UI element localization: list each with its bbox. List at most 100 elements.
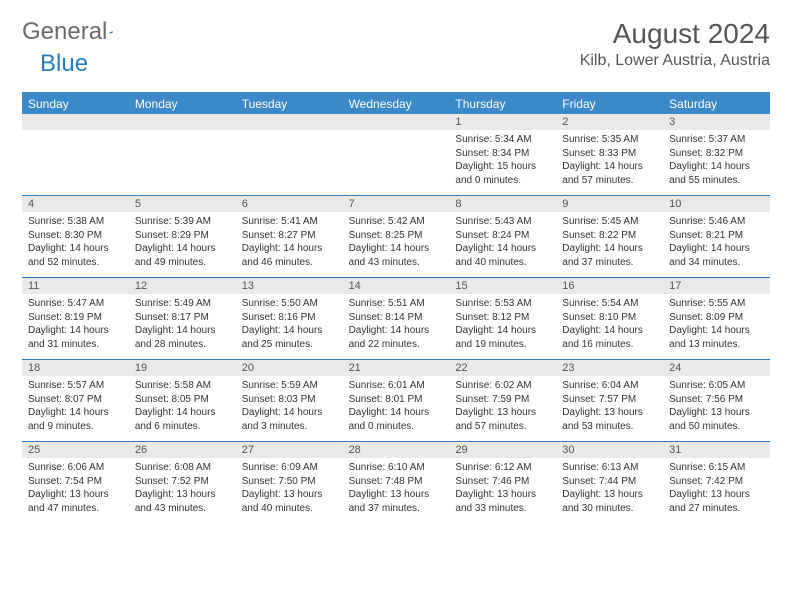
daylight-text: Daylight: 13 hours and 50 minutes. xyxy=(669,406,764,433)
sunset-text: Sunset: 8:22 PM xyxy=(562,229,657,243)
daylight-text: Daylight: 14 hours and 22 minutes. xyxy=(349,324,444,351)
details-16: Sunrise: 5:54 AMSunset: 8:10 PMDaylight:… xyxy=(556,294,663,359)
daylight-text: Daylight: 14 hours and 55 minutes. xyxy=(669,160,764,187)
sunrise-text: Sunrise: 5:42 AM xyxy=(349,215,444,229)
day-header-wednesday: Wednesday xyxy=(343,94,450,114)
daylight-text: Daylight: 14 hours and 28 minutes. xyxy=(135,324,230,351)
sunset-text: Sunset: 8:33 PM xyxy=(562,147,657,161)
daynum-28: 28 xyxy=(343,442,450,458)
daynum-2: 2 xyxy=(556,114,663,130)
logo-part1: General xyxy=(22,18,107,46)
daylight-text: Daylight: 14 hours and 34 minutes. xyxy=(669,242,764,269)
sunrise-text: Sunrise: 5:51 AM xyxy=(349,297,444,311)
sunset-text: Sunset: 8:16 PM xyxy=(242,311,337,325)
sunset-text: Sunset: 8:17 PM xyxy=(135,311,230,325)
details-27: Sunrise: 6:09 AMSunset: 7:50 PMDaylight:… xyxy=(236,458,343,523)
sunset-text: Sunset: 8:09 PM xyxy=(669,311,764,325)
daynum-13: 13 xyxy=(236,278,343,294)
daylight-text: Daylight: 14 hours and 25 minutes. xyxy=(242,324,337,351)
sunset-text: Sunset: 8:03 PM xyxy=(242,393,337,407)
sunset-text: Sunset: 8:05 PM xyxy=(135,393,230,407)
daynum-20: 20 xyxy=(236,360,343,376)
sunrise-text: Sunrise: 6:05 AM xyxy=(669,379,764,393)
details-empty xyxy=(236,130,343,195)
daynum-29: 29 xyxy=(449,442,556,458)
daylight-text: Daylight: 13 hours and 37 minutes. xyxy=(349,488,444,515)
details-3: Sunrise: 5:37 AMSunset: 8:32 PMDaylight:… xyxy=(663,130,770,195)
details-29: Sunrise: 6:12 AMSunset: 7:46 PMDaylight:… xyxy=(449,458,556,523)
sunrise-text: Sunrise: 5:39 AM xyxy=(135,215,230,229)
daylight-text: Daylight: 13 hours and 30 minutes. xyxy=(562,488,657,515)
sunset-text: Sunset: 8:29 PM xyxy=(135,229,230,243)
day-header-row: SundayMondayTuesdayWednesdayThursdayFrid… xyxy=(22,94,770,114)
day-header-monday: Monday xyxy=(129,94,236,114)
details-17: Sunrise: 5:55 AMSunset: 8:09 PMDaylight:… xyxy=(663,294,770,359)
daynum-empty xyxy=(343,114,450,130)
sunrise-text: Sunrise: 5:38 AM xyxy=(28,215,123,229)
daylight-text: Daylight: 13 hours and 40 minutes. xyxy=(242,488,337,515)
day-header-thursday: Thursday xyxy=(449,94,556,114)
week-2-daynum-row: 11121314151617 xyxy=(22,277,770,294)
details-empty xyxy=(129,130,236,195)
details-5: Sunrise: 5:39 AMSunset: 8:29 PMDaylight:… xyxy=(129,212,236,277)
sunrise-text: Sunrise: 5:35 AM xyxy=(562,133,657,147)
logo-triangle-icon xyxy=(109,23,113,41)
sunset-text: Sunset: 7:56 PM xyxy=(669,393,764,407)
details-13: Sunrise: 5:50 AMSunset: 8:16 PMDaylight:… xyxy=(236,294,343,359)
details-25: Sunrise: 6:06 AMSunset: 7:54 PMDaylight:… xyxy=(22,458,129,523)
sunset-text: Sunset: 8:21 PM xyxy=(669,229,764,243)
daynum-21: 21 xyxy=(343,360,450,376)
week-0-details-row: Sunrise: 5:34 AMSunset: 8:34 PMDaylight:… xyxy=(22,130,770,195)
details-19: Sunrise: 5:58 AMSunset: 8:05 PMDaylight:… xyxy=(129,376,236,441)
daylight-text: Daylight: 14 hours and 6 minutes. xyxy=(135,406,230,433)
details-4: Sunrise: 5:38 AMSunset: 8:30 PMDaylight:… xyxy=(22,212,129,277)
daylight-text: Daylight: 13 hours and 57 minutes. xyxy=(455,406,550,433)
daylight-text: Daylight: 15 hours and 0 minutes. xyxy=(455,160,550,187)
title-block: August 2024 Kilb, Lower Austria, Austria xyxy=(580,18,770,70)
week-2-details-row: Sunrise: 5:47 AMSunset: 8:19 PMDaylight:… xyxy=(22,294,770,359)
day-header-sunday: Sunday xyxy=(22,94,129,114)
day-header-saturday: Saturday xyxy=(663,94,770,114)
daynum-17: 17 xyxy=(663,278,770,294)
details-26: Sunrise: 6:08 AMSunset: 7:52 PMDaylight:… xyxy=(129,458,236,523)
sunrise-text: Sunrise: 6:12 AM xyxy=(455,461,550,475)
daylight-text: Daylight: 13 hours and 33 minutes. xyxy=(455,488,550,515)
details-7: Sunrise: 5:42 AMSunset: 8:25 PMDaylight:… xyxy=(343,212,450,277)
sunrise-text: Sunrise: 6:06 AM xyxy=(28,461,123,475)
day-header-tuesday: Tuesday xyxy=(236,94,343,114)
sunrise-text: Sunrise: 6:02 AM xyxy=(455,379,550,393)
sunrise-text: Sunrise: 5:58 AM xyxy=(135,379,230,393)
daylight-text: Daylight: 14 hours and 19 minutes. xyxy=(455,324,550,351)
month-title: August 2024 xyxy=(580,18,770,50)
sunrise-text: Sunrise: 5:41 AM xyxy=(242,215,337,229)
sunset-text: Sunset: 7:42 PM xyxy=(669,475,764,489)
sunrise-text: Sunrise: 5:46 AM xyxy=(669,215,764,229)
details-12: Sunrise: 5:49 AMSunset: 8:17 PMDaylight:… xyxy=(129,294,236,359)
details-2: Sunrise: 5:35 AMSunset: 8:33 PMDaylight:… xyxy=(556,130,663,195)
details-30: Sunrise: 6:13 AMSunset: 7:44 PMDaylight:… xyxy=(556,458,663,523)
details-23: Sunrise: 6:04 AMSunset: 7:57 PMDaylight:… xyxy=(556,376,663,441)
daynum-14: 14 xyxy=(343,278,450,294)
details-14: Sunrise: 5:51 AMSunset: 8:14 PMDaylight:… xyxy=(343,294,450,359)
sunset-text: Sunset: 8:32 PM xyxy=(669,147,764,161)
daylight-text: Daylight: 14 hours and 46 minutes. xyxy=(242,242,337,269)
details-31: Sunrise: 6:15 AMSunset: 7:42 PMDaylight:… xyxy=(663,458,770,523)
week-3-daynum-row: 18192021222324 xyxy=(22,359,770,376)
week-0-daynum-row: 123 xyxy=(22,114,770,130)
sunset-text: Sunset: 7:50 PM xyxy=(242,475,337,489)
daynum-19: 19 xyxy=(129,360,236,376)
daynum-4: 4 xyxy=(22,196,129,212)
daynum-8: 8 xyxy=(449,196,556,212)
sunrise-text: Sunrise: 5:49 AM xyxy=(135,297,230,311)
week-1-daynum-row: 45678910 xyxy=(22,195,770,212)
daynum-31: 31 xyxy=(663,442,770,458)
daynum-27: 27 xyxy=(236,442,343,458)
daynum-22: 22 xyxy=(449,360,556,376)
daynum-empty xyxy=(22,114,129,130)
daynum-24: 24 xyxy=(663,360,770,376)
daynum-5: 5 xyxy=(129,196,236,212)
details-24: Sunrise: 6:05 AMSunset: 7:56 PMDaylight:… xyxy=(663,376,770,441)
daynum-7: 7 xyxy=(343,196,450,212)
week-4-details-row: Sunrise: 6:06 AMSunset: 7:54 PMDaylight:… xyxy=(22,458,770,523)
sunset-text: Sunset: 7:48 PM xyxy=(349,475,444,489)
